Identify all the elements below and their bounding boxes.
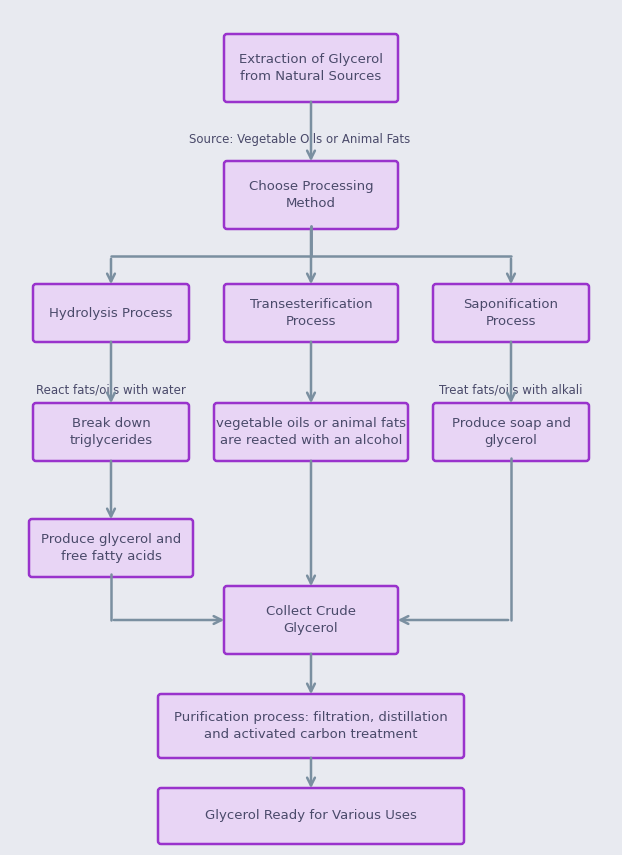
FancyBboxPatch shape: [33, 284, 189, 342]
FancyBboxPatch shape: [158, 788, 464, 844]
Text: Glycerol Ready for Various Uses: Glycerol Ready for Various Uses: [205, 810, 417, 823]
Text: Source: Vegetable Oils or Animal Fats: Source: Vegetable Oils or Animal Fats: [189, 133, 411, 146]
Text: Produce glycerol and
free fatty acids: Produce glycerol and free fatty acids: [41, 533, 181, 563]
FancyBboxPatch shape: [29, 519, 193, 577]
FancyBboxPatch shape: [433, 284, 589, 342]
Text: Treat fats/oils with alkali: Treat fats/oils with alkali: [439, 384, 583, 397]
Text: Produce soap and
glycerol: Produce soap and glycerol: [452, 417, 570, 447]
Text: Choose Processing
Method: Choose Processing Method: [249, 180, 373, 210]
Text: Collect Crude
Glycerol: Collect Crude Glycerol: [266, 605, 356, 635]
FancyBboxPatch shape: [224, 284, 398, 342]
Text: vegetable oils or animal fats
are reacted with an alcohol: vegetable oils or animal fats are reacte…: [216, 417, 406, 447]
Text: Purification process: filtration, distillation
and activated carbon treatment: Purification process: filtration, distil…: [174, 711, 448, 741]
Text: Transesterification
Process: Transesterification Process: [249, 298, 373, 328]
FancyBboxPatch shape: [433, 403, 589, 461]
Text: Extraction of Glycerol
from Natural Sources: Extraction of Glycerol from Natural Sour…: [239, 53, 383, 83]
FancyBboxPatch shape: [33, 403, 189, 461]
FancyBboxPatch shape: [224, 586, 398, 654]
Text: React fats/oils with water: React fats/oils with water: [36, 384, 186, 397]
FancyBboxPatch shape: [224, 34, 398, 102]
Text: Break down
triglycerides: Break down triglycerides: [70, 417, 152, 447]
FancyBboxPatch shape: [158, 694, 464, 758]
Text: Hydrolysis Process: Hydrolysis Process: [49, 306, 173, 320]
Text: Saponification
Process: Saponification Process: [463, 298, 559, 328]
FancyBboxPatch shape: [214, 403, 408, 461]
FancyBboxPatch shape: [224, 161, 398, 229]
